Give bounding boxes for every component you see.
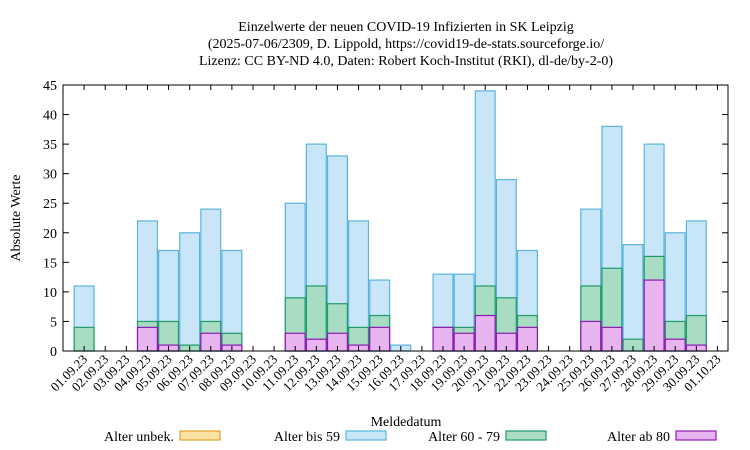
bar-series1-27.09.23 — [622, 244, 644, 352]
title-line-2: (2025-07-06/2309, D. Lippold, https://co… — [208, 37, 604, 52]
y-tick-label: 35 — [43, 138, 57, 153]
y-tick-label: 45 — [43, 79, 57, 94]
y-axis-label: Absolute Werte — [9, 175, 24, 262]
bar-series1-06.09.23 — [179, 232, 201, 352]
axes-layer: 05101520253035404501.09.2302.09.2303.09.… — [43, 79, 729, 394]
bars-layer — [73, 90, 707, 352]
y-tick-label: 40 — [43, 109, 57, 124]
legend-swatch-0 — [179, 430, 221, 441]
legend-swatch-2 — [505, 430, 547, 441]
title-line-1: Einzelwerte der neuen COVID-19 Infiziert… — [238, 20, 574, 35]
legend-label-3: Alter ab 80 — [607, 430, 670, 445]
plot-frame — [62, 84, 729, 352]
title-line-3: Lizenz: CC BY-ND 4.0, Daten: Robert Koch… — [199, 54, 613, 69]
legend-label-2: Alter 60 - 79 — [428, 430, 500, 445]
legend-label-1: Alter bis 59 — [274, 430, 340, 445]
legend-swatch-1 — [345, 430, 387, 441]
y-tick-label: 15 — [43, 256, 57, 271]
bar-series3-28.09.23 — [643, 279, 665, 352]
y-tick-label: 30 — [43, 168, 57, 183]
legend-swatch-3 — [675, 430, 717, 441]
legend-label-0: Alter unbek. — [104, 430, 174, 445]
y-tick-label: 20 — [43, 227, 57, 242]
y-tick-label: 10 — [43, 286, 57, 301]
chart-title: Einzelwerte der neuen COVID-19 Infiziert… — [199, 20, 613, 69]
legend: Alter unbek. Alter bis 59 Alter 60 - 79 Alt… — [104, 430, 717, 445]
x-axis-label: Meldedatum — [371, 415, 442, 430]
bar-series3-20.09.23 — [474, 314, 496, 352]
y-tick-label: 25 — [43, 197, 57, 212]
y-tick-label: 5 — [50, 315, 57, 330]
y-tick-label: 0 — [50, 345, 57, 360]
